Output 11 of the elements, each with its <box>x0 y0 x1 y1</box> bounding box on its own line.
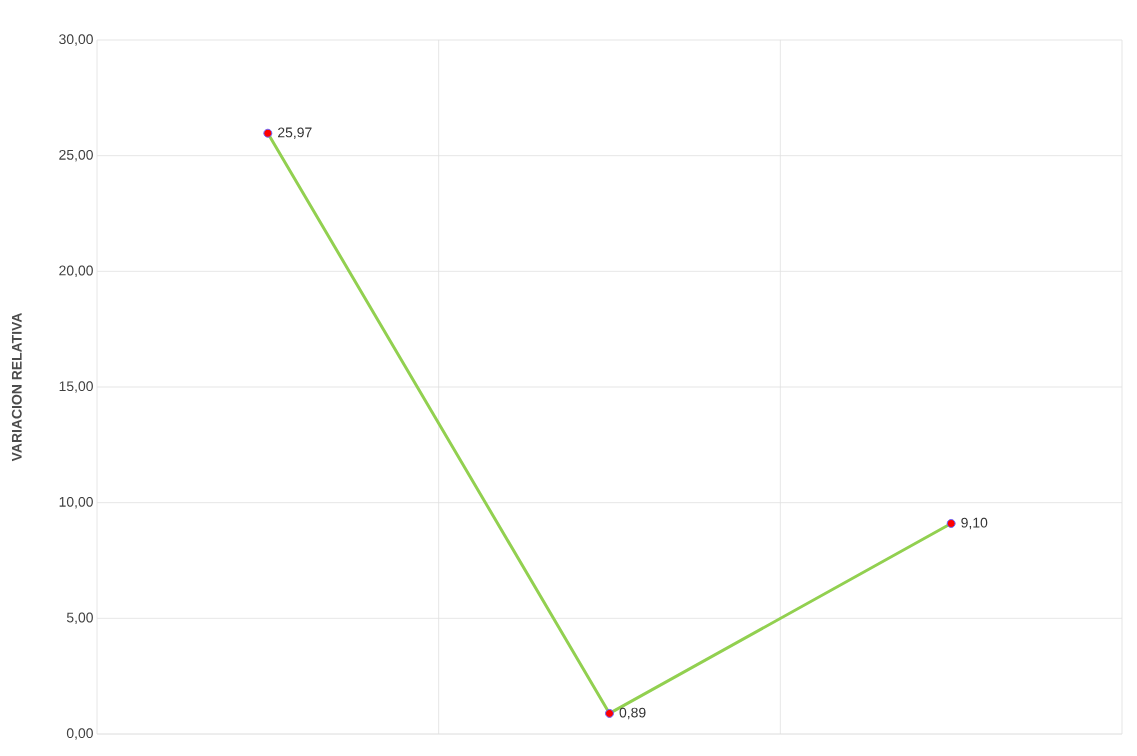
data-label: 25,97 <box>278 127 312 139</box>
y-tick-label: 5,00 <box>66 612 93 625</box>
y-axis-title: VARIACION RELATIVA <box>11 312 22 462</box>
data-label: 0,89 <box>619 707 646 720</box>
y-tick-label: 10,00 <box>59 496 93 509</box>
y-tick-label: 15,00 <box>59 381 93 393</box>
y-tick-label: 20,00 <box>59 265 93 278</box>
y-tick-label: 25,00 <box>59 149 93 162</box>
data-label: 9,10 <box>961 517 988 530</box>
y-tick-label: 30,00 <box>59 34 93 46</box>
y-tick-label: 0,00 <box>66 728 93 740</box>
